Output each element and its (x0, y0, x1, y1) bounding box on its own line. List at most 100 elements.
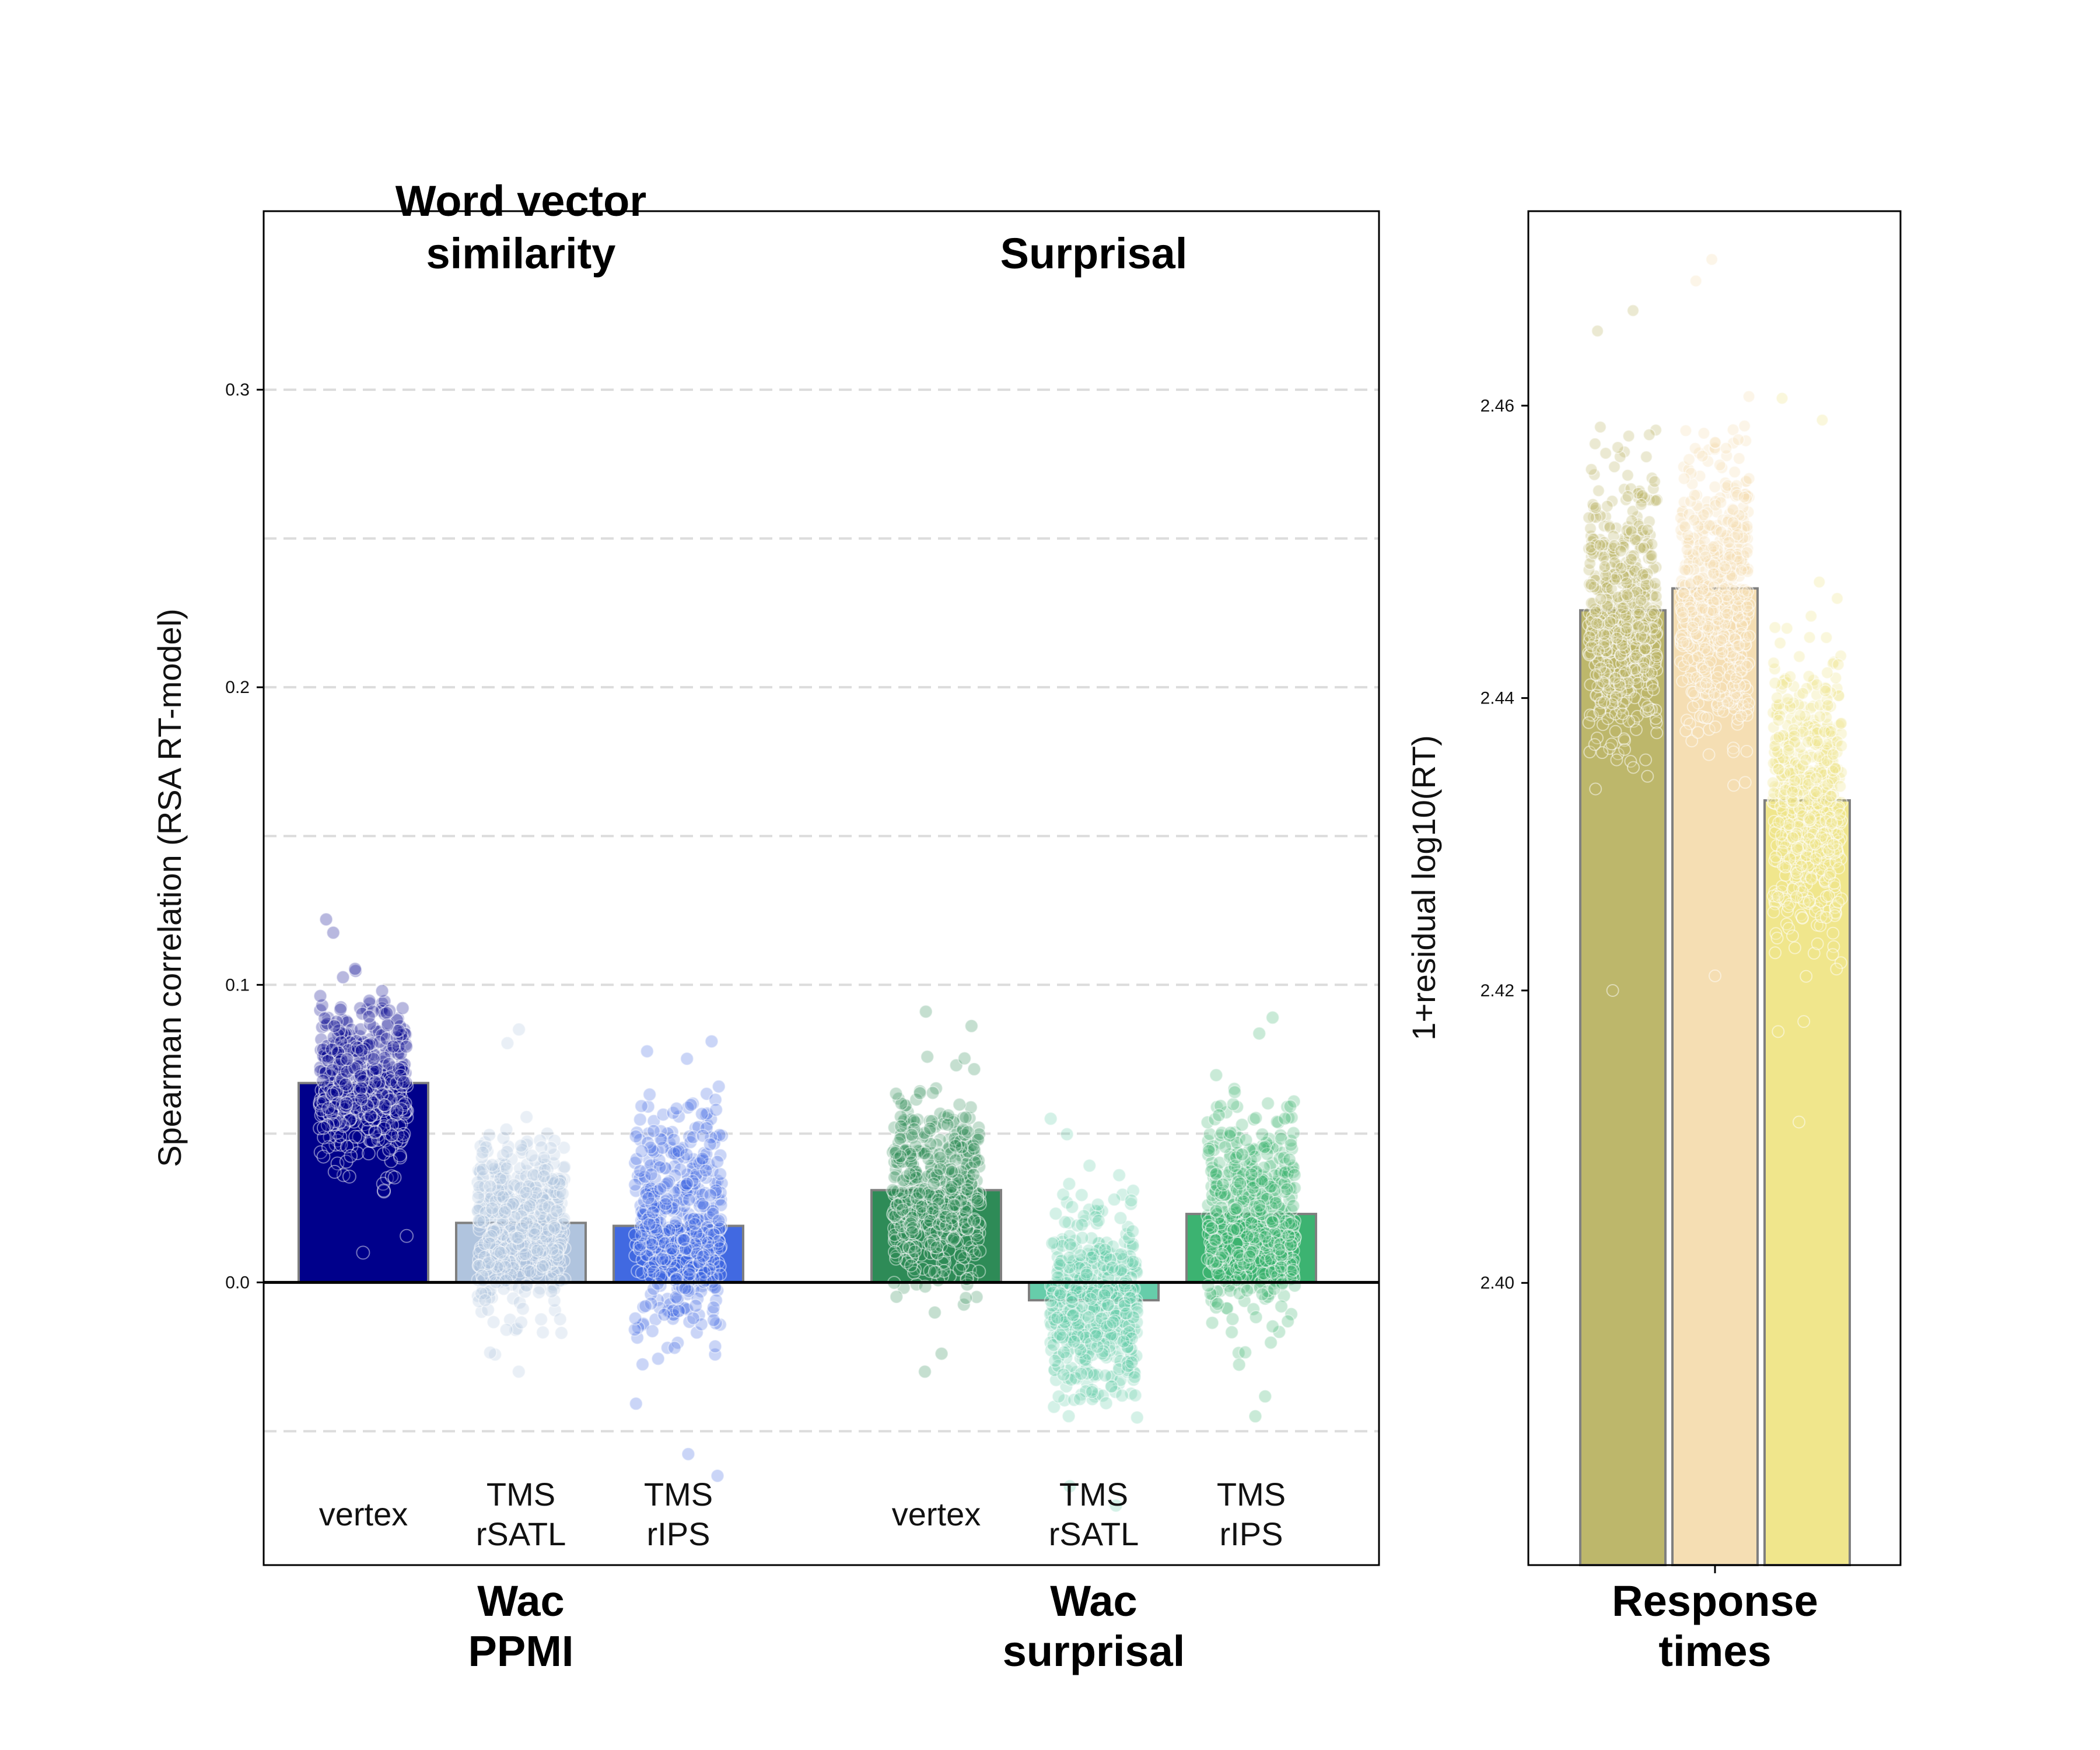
data-point (1696, 449, 1709, 463)
data-point (482, 1232, 496, 1247)
data-point (326, 1117, 341, 1132)
data-point (382, 1003, 397, 1018)
data-point (1248, 1111, 1263, 1125)
data-point (1734, 709, 1748, 723)
data-point (488, 1200, 503, 1214)
data-point (320, 1105, 334, 1120)
data-point (1738, 419, 1751, 433)
condition-label: TMS rIPS (1217, 1476, 1286, 1552)
data-point (499, 1322, 514, 1337)
data-point (498, 1241, 512, 1255)
wac-surprisal-label: Wac surprisal (1003, 1577, 1185, 1675)
data-point (487, 1315, 501, 1329)
data-point (336, 1063, 351, 1078)
data-point (1591, 324, 1604, 338)
data-point (1258, 1230, 1273, 1244)
data-point (516, 1301, 530, 1316)
bar-wac-surprisal-tms-rsatl (1028, 1281, 1160, 1302)
data-point (519, 1217, 534, 1231)
data-point (641, 1191, 656, 1205)
data-point (1770, 691, 1784, 705)
data-point (377, 1093, 391, 1107)
data-point (334, 1076, 349, 1090)
data-point (330, 1101, 344, 1116)
data-point (472, 1252, 487, 1267)
data-point (538, 1209, 553, 1224)
data-point (533, 1260, 547, 1275)
data-point (552, 1172, 567, 1186)
data-point (338, 1086, 352, 1101)
data-point (328, 1088, 342, 1102)
data-point (327, 1030, 341, 1045)
data-point (514, 1315, 528, 1329)
data-point (393, 1084, 408, 1098)
data-point (491, 1162, 506, 1177)
data-point (547, 1219, 562, 1234)
data-point (478, 1135, 492, 1150)
data-point (390, 1128, 405, 1142)
data-point (895, 1203, 910, 1217)
data-point (499, 1273, 513, 1288)
data-point (967, 1062, 981, 1076)
data-point (547, 1187, 561, 1202)
data-point (382, 1126, 396, 1141)
data-point (319, 912, 334, 927)
data-point (482, 1128, 496, 1142)
data-point (313, 1003, 327, 1017)
data-point (533, 1160, 548, 1174)
data-point (1718, 559, 1731, 573)
data-point (388, 1105, 403, 1120)
data-point (1216, 1177, 1230, 1192)
data-point (333, 1077, 348, 1091)
data-point (696, 1250, 710, 1264)
data-point (475, 1268, 489, 1283)
data-point (531, 1184, 545, 1198)
data-point (497, 1205, 512, 1219)
data-point (360, 1068, 374, 1083)
data-point (389, 1066, 404, 1080)
data-point (377, 1096, 392, 1110)
data-point (920, 1049, 935, 1064)
data-point (346, 1044, 361, 1059)
data-point (483, 1345, 498, 1360)
data-point (366, 1020, 381, 1035)
data-point (544, 1174, 558, 1188)
data-point (369, 1062, 383, 1076)
data-point (658, 1197, 673, 1212)
data-point (475, 1198, 489, 1213)
data-point (530, 1243, 545, 1258)
data-point (343, 1035, 358, 1049)
data-point (522, 1208, 537, 1222)
data-point (549, 1187, 564, 1202)
data-point (394, 1133, 408, 1147)
data-point (500, 1214, 514, 1229)
data-point (1621, 490, 1634, 503)
data-point (352, 1029, 367, 1044)
data-point (1797, 1015, 1811, 1028)
data-point (369, 1089, 383, 1104)
data-point (374, 1028, 389, 1042)
data-point (1252, 1199, 1266, 1213)
data-point (331, 1051, 345, 1066)
data-point (512, 1022, 526, 1037)
data-point (313, 1043, 328, 1057)
data-point (362, 1085, 376, 1100)
data-point (529, 1168, 544, 1182)
data-point (333, 1002, 348, 1017)
correlation-scatter-points (313, 912, 1302, 1513)
data-point (905, 1225, 919, 1240)
data-point (355, 1040, 370, 1054)
data-point (490, 1249, 504, 1264)
data-point (1772, 730, 1786, 744)
data-point (393, 1076, 407, 1091)
data-point (334, 1052, 349, 1066)
data-point (340, 1015, 355, 1030)
data-point (551, 1222, 565, 1237)
data-point (1620, 621, 1633, 635)
data-point (335, 1099, 350, 1114)
data-point (1054, 1286, 1068, 1300)
data-point (520, 1164, 534, 1178)
data-point (390, 1084, 405, 1098)
data-point (374, 1093, 388, 1107)
